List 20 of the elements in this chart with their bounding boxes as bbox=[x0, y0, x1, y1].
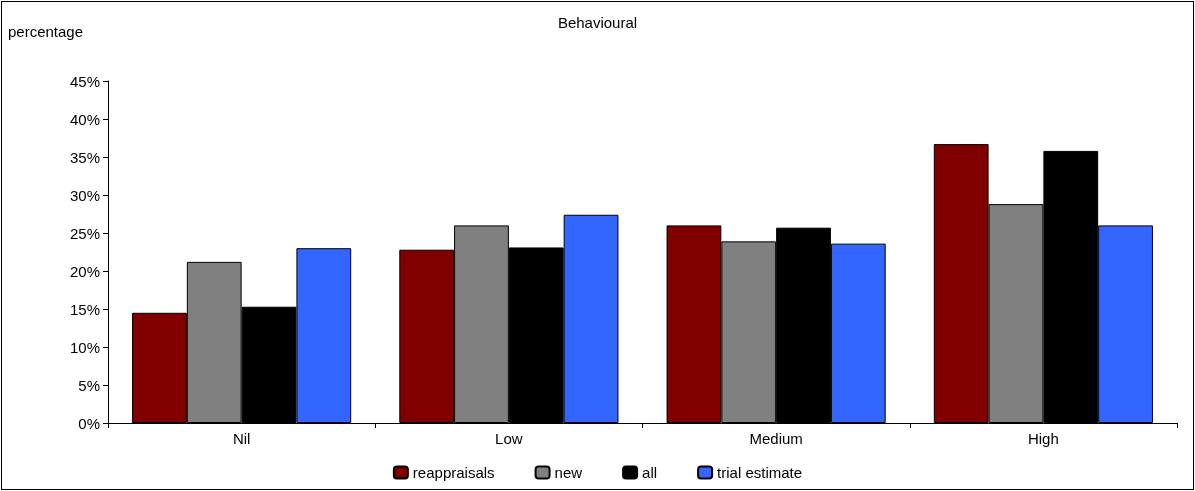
legend-label: reappraisals bbox=[412, 464, 495, 481]
y-tick-label: 30% bbox=[69, 186, 100, 204]
x-tick-label: Low bbox=[495, 430, 523, 447]
y-axis-title: percentage bbox=[8, 23, 84, 40]
y-tick-label: 0% bbox=[78, 414, 100, 432]
x-tick-label: Nil bbox=[232, 430, 251, 447]
y-tick-label: 5% bbox=[78, 376, 100, 394]
y-tick-label: 20% bbox=[69, 262, 100, 280]
legend-label: trial estimate bbox=[717, 464, 803, 481]
y-tick-label: 45% bbox=[69, 72, 100, 90]
y-tick-label: 10% bbox=[69, 338, 100, 356]
x-tick-label: High bbox=[1027, 430, 1059, 447]
legend-label: all bbox=[642, 464, 658, 481]
y-tick-label: 15% bbox=[69, 300, 100, 318]
y-tick-label: 40% bbox=[69, 110, 100, 128]
y-tick-label: 25% bbox=[69, 224, 100, 242]
chart-title: Behavioural bbox=[557, 14, 638, 31]
x-tick-label: Medium bbox=[749, 430, 803, 447]
legend-label: new bbox=[554, 464, 583, 481]
y-tick-label: 35% bbox=[69, 148, 100, 166]
